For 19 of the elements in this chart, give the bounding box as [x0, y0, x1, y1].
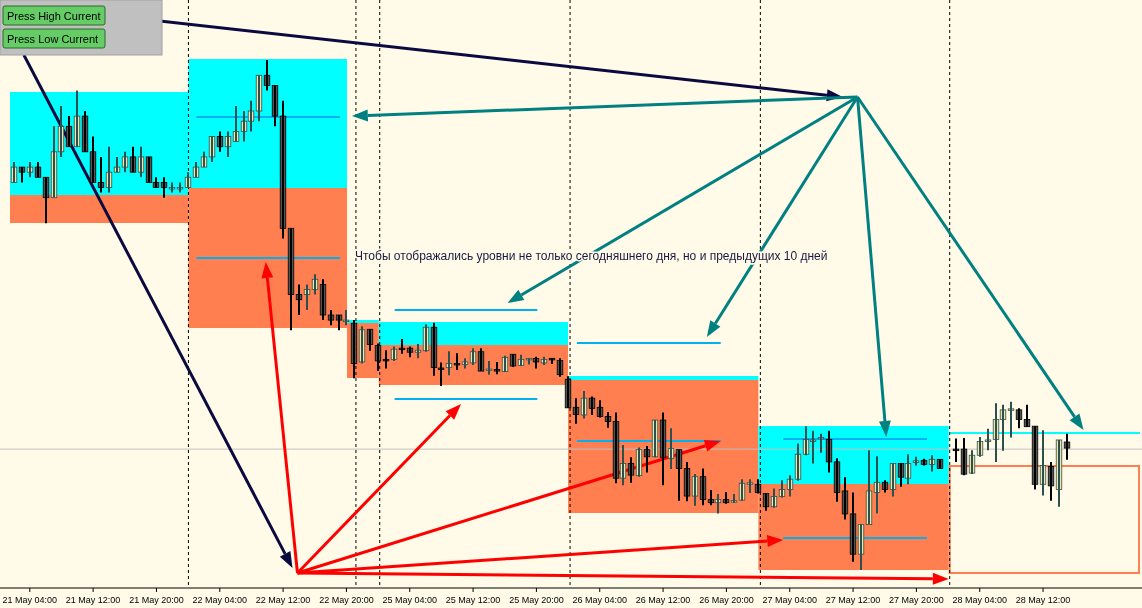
text: Press Low Current	[7, 33, 99, 45]
x-tick-label: 28 May 12:00	[1015, 595, 1071, 605]
x-tick-label: 28 May 04:00	[952, 595, 1007, 605]
x-tick-label: 27 May 12:00	[825, 595, 881, 605]
x-tick-label: 26 May 20:00	[699, 595, 754, 605]
x-tick-label: 26 May 12:00	[635, 595, 691, 605]
x-tick-label: 25 May 20:00	[509, 595, 564, 605]
text: Press High Current	[7, 10, 101, 22]
x-tick-label: 22 May 20:00	[319, 595, 374, 605]
x-tick-label: 22 May 12:00	[255, 595, 311, 605]
x-tick-label: 21 May 12:00	[65, 595, 121, 605]
x-tick-label: 21 May 04:00	[2, 595, 58, 605]
x-tick-label: 25 May 04:00	[382, 595, 438, 605]
x-tick-label: 27 May 04:00	[762, 595, 818, 605]
x-tick-label: 27 May 20:00	[889, 595, 944, 605]
x-tick-label: 25 May 12:00	[445, 595, 501, 605]
x-tick-label: 21 May 20:00	[129, 595, 184, 605]
x-tick-label: 22 May 04:00	[192, 595, 248, 605]
x-tick-label: 26 May 04:00	[572, 595, 628, 605]
